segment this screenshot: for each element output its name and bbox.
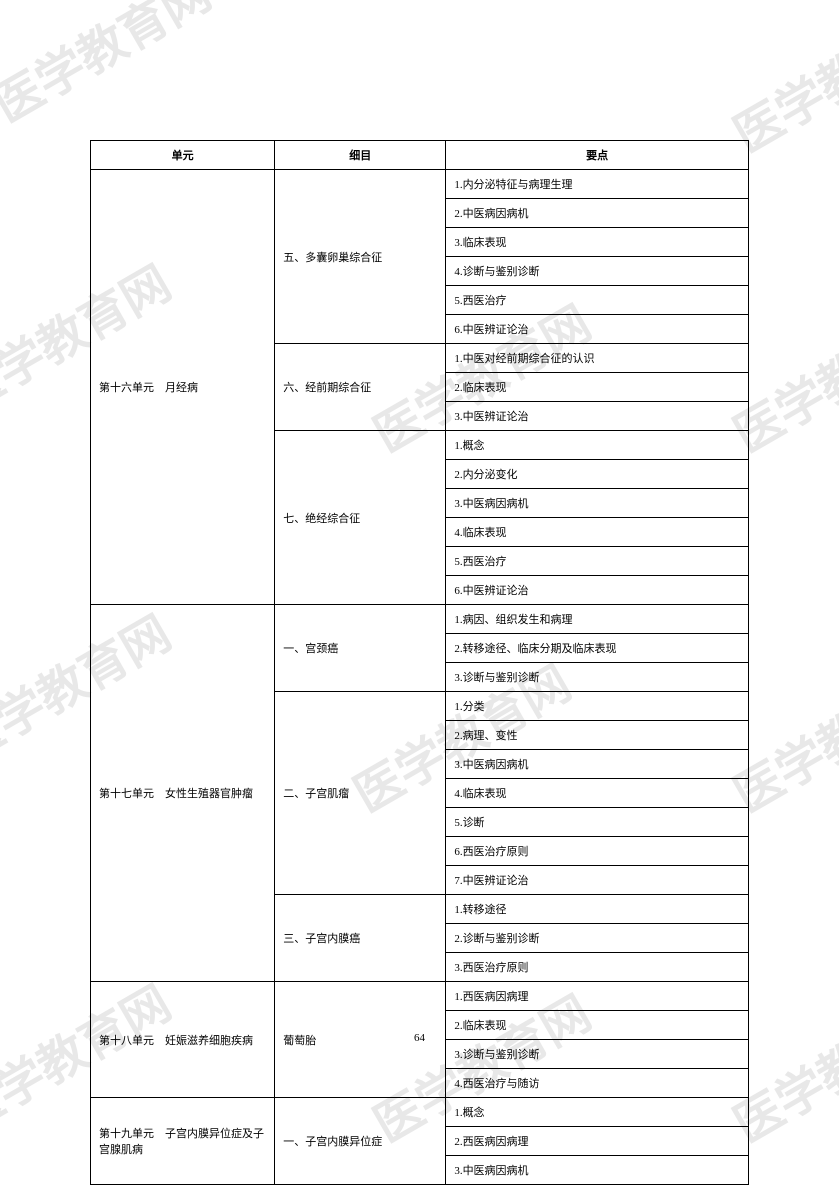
point-cell: 2.内分泌变化 <box>446 460 749 489</box>
section-cell: 二、子宫肌瘤 <box>275 692 446 895</box>
section-cell: 六、经前期综合征 <box>275 344 446 431</box>
point-cell: 4.临床表现 <box>446 518 749 547</box>
table-body: 第十六单元 月经病五、多囊卵巢综合征1.内分泌特征与病理生理2.中医病因病机3.… <box>91 170 749 1185</box>
point-cell: 5.西医治疗 <box>446 547 749 576</box>
point-cell: 4.临床表现 <box>446 779 749 808</box>
point-cell: 3.临床表现 <box>446 228 749 257</box>
point-cell: 6.西医治疗原则 <box>446 837 749 866</box>
table-row: 第十八单元 妊娠滋养细胞疾病葡萄胎1.西医病因病理 <box>91 982 749 1011</box>
point-cell: 5.诊断 <box>446 808 749 837</box>
point-cell: 5.西医治疗 <box>446 286 749 315</box>
point-cell: 4.西医治疗与随访 <box>446 1069 749 1098</box>
section-cell: 七、绝经综合征 <box>275 431 446 605</box>
point-cell: 2.转移途径、临床分期及临床表现 <box>446 634 749 663</box>
point-cell: 3.西医治疗原则 <box>446 953 749 982</box>
header-section: 细目 <box>275 141 446 170</box>
watermark: 医学教育网 <box>0 0 221 135</box>
section-cell: 三、子宫内膜癌 <box>275 895 446 982</box>
point-cell: 3.中医辨证论治 <box>446 402 749 431</box>
section-cell: 一、宫颈癌 <box>275 605 446 692</box>
section-cell: 葡萄胎 <box>275 982 446 1098</box>
point-cell: 3.诊断与鉴别诊断 <box>446 1040 749 1069</box>
point-cell: 1.中医对经前期综合征的认识 <box>446 344 749 373</box>
table-header-row: 单元 细目 要点 <box>91 141 749 170</box>
section-cell: 一、子宫内膜异位症 <box>275 1098 446 1185</box>
point-cell: 6.中医辨证论治 <box>446 576 749 605</box>
point-cell: 2.临床表现 <box>446 373 749 402</box>
table-row: 第十六单元 月经病五、多囊卵巢综合征1.内分泌特征与病理生理 <box>91 170 749 199</box>
point-cell: 1.概念 <box>446 1098 749 1127</box>
unit-cell: 第十八单元 妊娠滋养细胞疾病 <box>91 982 275 1098</box>
point-cell: 3.中医病因病机 <box>446 1156 749 1185</box>
table-row: 第十九单元 子宫内膜异位症及子宫腺肌病一、子宫内膜异位症1.概念 <box>91 1098 749 1127</box>
unit-cell: 第十六单元 月经病 <box>91 170 275 605</box>
point-cell: 4.诊断与鉴别诊断 <box>446 257 749 286</box>
unit-cell: 第十九单元 子宫内膜异位症及子宫腺肌病 <box>91 1098 275 1185</box>
unit-cell: 第十七单元 女性生殖器官肿瘤 <box>91 605 275 982</box>
point-cell: 1.概念 <box>446 431 749 460</box>
syllabus-table: 单元 细目 要点 第十六单元 月经病五、多囊卵巢综合征1.内分泌特征与病理生理2… <box>90 140 749 1185</box>
header-point: 要点 <box>446 141 749 170</box>
table-row: 第十七单元 女性生殖器官肿瘤一、宫颈癌1.病因、组织发生和病理 <box>91 605 749 634</box>
point-cell: 2.病理、变性 <box>446 721 749 750</box>
point-cell: 3.诊断与鉴别诊断 <box>446 663 749 692</box>
section-cell: 五、多囊卵巢综合征 <box>275 170 446 344</box>
point-cell: 6.中医辨证论治 <box>446 315 749 344</box>
point-cell: 1.病因、组织发生和病理 <box>446 605 749 634</box>
point-cell: 2.临床表现 <box>446 1011 749 1040</box>
point-cell: 1.西医病因病理 <box>446 982 749 1011</box>
point-cell: 1.内分泌特征与病理生理 <box>446 170 749 199</box>
header-unit: 单元 <box>91 141 275 170</box>
point-cell: 1.转移途径 <box>446 895 749 924</box>
point-cell: 2.西医病因病理 <box>446 1127 749 1156</box>
point-cell: 2.诊断与鉴别诊断 <box>446 924 749 953</box>
point-cell: 2.中医病因病机 <box>446 199 749 228</box>
point-cell: 3.中医病因病机 <box>446 750 749 779</box>
point-cell: 1.分类 <box>446 692 749 721</box>
point-cell: 3.中医病因病机 <box>446 489 749 518</box>
point-cell: 7.中医辨证论治 <box>446 866 749 895</box>
